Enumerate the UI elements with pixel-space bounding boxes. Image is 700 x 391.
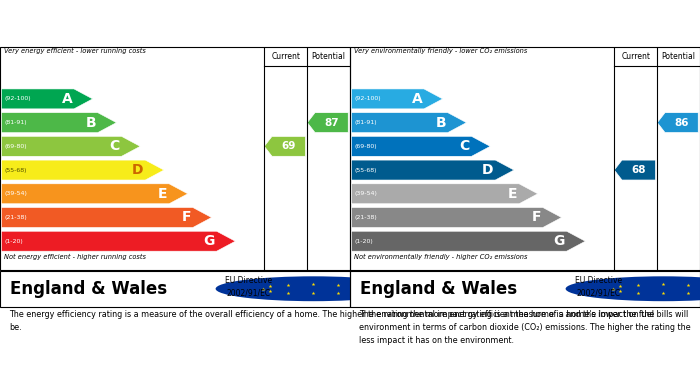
Text: (21-38): (21-38) — [354, 215, 377, 220]
Ellipse shape — [566, 276, 700, 301]
Polygon shape — [351, 136, 490, 156]
Text: G: G — [204, 234, 215, 248]
Text: (21-38): (21-38) — [4, 215, 27, 220]
Text: England & Wales: England & Wales — [10, 280, 167, 298]
Text: B: B — [85, 116, 96, 129]
Text: EU Directive
2002/91/EC: EU Directive 2002/91/EC — [575, 276, 622, 298]
Polygon shape — [351, 231, 585, 251]
Text: (55-68): (55-68) — [354, 168, 377, 172]
Text: (1-20): (1-20) — [4, 239, 23, 244]
Text: B: B — [435, 116, 446, 129]
Polygon shape — [351, 208, 561, 228]
Text: D: D — [132, 163, 144, 177]
Text: 69: 69 — [281, 141, 295, 151]
Text: 87: 87 — [324, 118, 339, 127]
Text: Very environmentally friendly - lower CO₂ emissions: Very environmentally friendly - lower CO… — [354, 48, 527, 54]
Text: C: C — [460, 139, 470, 153]
Polygon shape — [351, 184, 538, 204]
Text: The energy efficiency rating is a measure of the overall efficiency of a home. T: The energy efficiency rating is a measur… — [8, 310, 688, 332]
Text: F: F — [182, 210, 191, 224]
Polygon shape — [265, 136, 305, 156]
Text: (81-91): (81-91) — [4, 120, 27, 125]
Polygon shape — [351, 113, 466, 133]
Polygon shape — [1, 231, 235, 251]
Polygon shape — [351, 160, 514, 180]
Text: (92-100): (92-100) — [354, 97, 381, 101]
Text: (39-54): (39-54) — [354, 191, 377, 196]
Text: England & Wales: England & Wales — [360, 280, 517, 298]
Text: 86: 86 — [674, 118, 689, 127]
Text: C: C — [110, 139, 120, 153]
Text: F: F — [532, 210, 541, 224]
Text: (92-100): (92-100) — [4, 97, 31, 101]
Ellipse shape — [216, 276, 411, 301]
Polygon shape — [615, 160, 655, 180]
Text: (69-80): (69-80) — [354, 144, 377, 149]
Text: E: E — [508, 187, 517, 201]
Polygon shape — [657, 113, 699, 133]
Text: Very energy efficient - lower running costs: Very energy efficient - lower running co… — [4, 48, 146, 54]
Text: EU Directive
2002/91/EC: EU Directive 2002/91/EC — [225, 276, 272, 298]
Text: A: A — [412, 92, 422, 106]
Polygon shape — [1, 136, 140, 156]
Text: D: D — [482, 163, 493, 177]
Text: (39-54): (39-54) — [4, 191, 27, 196]
Text: (1-20): (1-20) — [354, 239, 373, 244]
Polygon shape — [1, 160, 164, 180]
Text: (55-68): (55-68) — [4, 168, 27, 172]
Text: E: E — [158, 187, 167, 201]
Polygon shape — [1, 113, 116, 133]
Polygon shape — [1, 89, 92, 109]
Text: A: A — [62, 92, 72, 106]
Text: Environmental Impact (CO₂) Rating: Environmental Impact (CO₂) Rating — [358, 16, 591, 29]
Polygon shape — [307, 113, 349, 133]
Polygon shape — [1, 208, 211, 228]
Text: Potential: Potential — [662, 52, 696, 61]
Polygon shape — [351, 89, 442, 109]
Text: Current: Current — [272, 52, 300, 61]
Text: Potential: Potential — [312, 52, 346, 61]
Text: Energy Efficiency Rating: Energy Efficiency Rating — [8, 16, 172, 29]
Text: Not energy efficient - higher running costs: Not energy efficient - higher running co… — [4, 254, 146, 260]
Text: Not environmentally friendly - higher CO₂ emissions: Not environmentally friendly - higher CO… — [354, 254, 527, 260]
Text: The environmental impact rating is a measure of a home's impact on the environme: The environmental impact rating is a mea… — [358, 310, 690, 345]
Polygon shape — [1, 184, 188, 204]
Text: (81-91): (81-91) — [354, 120, 377, 125]
Text: G: G — [554, 234, 565, 248]
Text: Current: Current — [622, 52, 650, 61]
Text: (69-80): (69-80) — [4, 144, 27, 149]
Text: 68: 68 — [631, 165, 645, 175]
